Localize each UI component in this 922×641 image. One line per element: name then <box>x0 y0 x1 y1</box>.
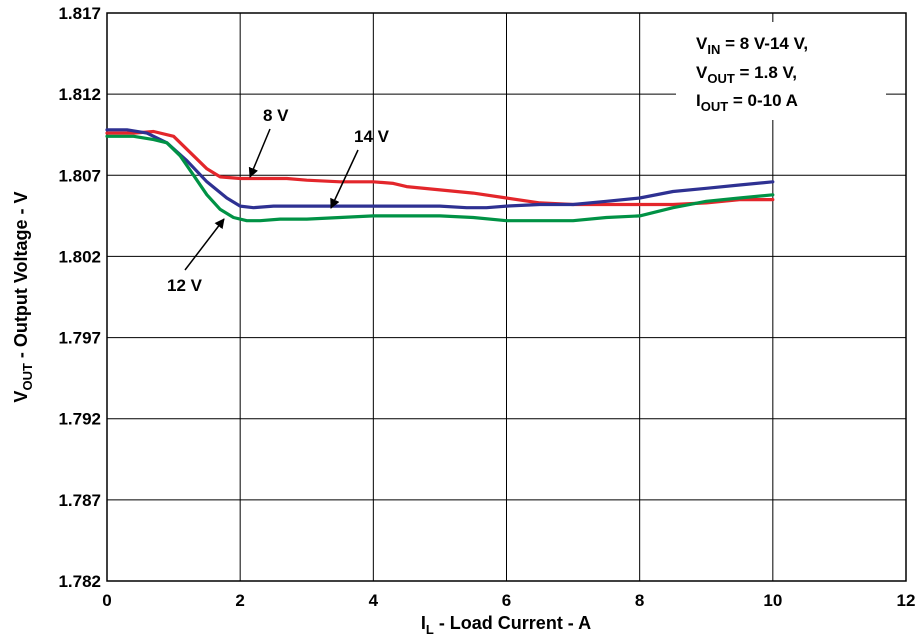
x-tick-label: 10 <box>763 591 782 610</box>
y-tick-label: 1.782 <box>58 572 101 591</box>
annotation-14v-label: 14 V <box>354 127 390 146</box>
series-line-12v <box>105 134 775 223</box>
x-axis-label: IL - Load Current - A <box>421 613 591 637</box>
annotation-12v-label: 12 V <box>167 276 203 295</box>
y-tick-label: 1.802 <box>58 247 101 266</box>
annotation-8v-label: 8 V <box>263 106 289 125</box>
y-tick-label: 1.787 <box>58 491 101 510</box>
x-tick-label: 12 <box>897 591 916 610</box>
annotation-14v-arrow <box>330 149 359 209</box>
info-box <box>676 22 886 120</box>
series-line-14v <box>105 128 775 210</box>
y-axis-label: VOUT - Output Voltage - V <box>11 191 35 402</box>
series-line-8v <box>105 129 775 207</box>
x-tick-label: 6 <box>502 591 511 610</box>
x-tick-label: 2 <box>235 591 244 610</box>
annotation-8v-arrow <box>248 128 271 178</box>
y-tick-label: 1.812 <box>58 85 101 104</box>
info-line-vout: VOUT = 1.8 V, <box>696 63 797 86</box>
x-tick-label: 8 <box>635 591 644 610</box>
plot-frame <box>106 12 907 582</box>
y-tick-label: 1.817 <box>58 4 101 23</box>
x-tick-label: 4 <box>369 591 379 610</box>
info-line-vin: VIN = 8 V-14 V, <box>696 34 808 57</box>
annotation-12v-arrow <box>184 218 225 271</box>
tick-labels: 0 2 4 6 8 10 12 1.782 1.787 1.792 1.797 1.802 1.807 1… <box>58 4 915 610</box>
y-tick-label: 1.807 <box>58 166 101 185</box>
y-tick-label: 1.792 <box>58 410 101 429</box>
y-tick-label: 1.797 <box>58 329 101 348</box>
series-layer <box>105 128 775 223</box>
info-line-iout: IOUT = 0-10 A <box>696 91 798 114</box>
x-tick-label: 0 <box>102 591 111 610</box>
